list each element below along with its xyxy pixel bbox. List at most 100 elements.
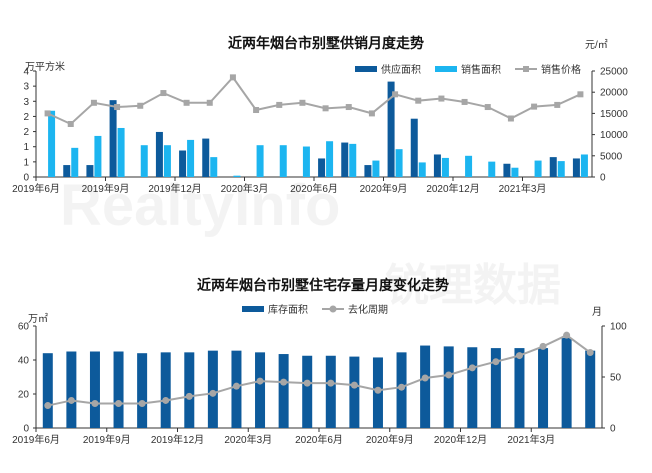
chart1-line-point (368, 110, 375, 117)
chart1-ytick-right: 0 (600, 173, 606, 184)
chart1-bar-a (410, 118, 418, 177)
chart2-bar-a (255, 352, 266, 428)
chart1-bar-a (433, 154, 441, 177)
chart1-line-point (554, 101, 561, 108)
chart2-line-point (398, 383, 406, 391)
chart2-title: 近两年烟台市别墅住宅存量月度变化走势 (197, 277, 449, 293)
chart1-bar-a (155, 131, 163, 177)
chart2-ytick-left: 40 (18, 356, 30, 367)
chart2-line-point (67, 396, 75, 404)
chart1-bar-a (109, 100, 117, 177)
chart1-ytick-right: 10000 (600, 130, 628, 141)
chart1-line-point (137, 102, 144, 109)
chart2-line-point (138, 400, 146, 408)
chart2-legend-label: 库存面积 (268, 303, 308, 316)
chart1-line-point (392, 91, 399, 98)
chart1-ytick-left: 1 (23, 157, 29, 168)
chart2-bar-a (89, 351, 100, 428)
chart1-legend-label: 销售面积 (461, 63, 501, 76)
chart1-line-point (253, 107, 260, 114)
chart1-bar-b (233, 175, 241, 177)
chart2-xtick-label: 2021年3月 (507, 433, 555, 446)
chart1-line-point (90, 99, 97, 106)
chart2-line-point (350, 381, 358, 389)
chart1-bar-b (372, 160, 380, 177)
chart2-xtick-label: 2020年3月 (224, 433, 272, 446)
chart1-bar-b (187, 139, 195, 177)
chart1-line-point (67, 121, 74, 127)
chart1-bar-b (48, 110, 56, 177)
chart2-xtick-label: 2020年12月 (434, 433, 487, 446)
chart1-xtick-label: 2020年9月 (360, 182, 408, 195)
chart1-bar-a (503, 163, 511, 177)
chart2-ytick-left: 60 (18, 322, 30, 333)
chart1-title: 近两年烟台市别墅供销月度走势 (228, 35, 424, 51)
chart2-bar-a (538, 348, 549, 428)
chart1-line-point (461, 98, 468, 105)
chart2-ytick-right: 100 (610, 322, 627, 333)
chart1-line-point (299, 99, 306, 106)
chart2-ytick-left: 0 (23, 424, 29, 435)
chart2-line-point (162, 396, 170, 404)
chart1-right-unit: 元/㎡ (585, 39, 608, 51)
chart2-xtick-label: 2019年12月 (151, 433, 204, 446)
chart1-xtick-label: 2020年12月 (426, 182, 479, 195)
chart2-ytick-right: 50 (610, 373, 622, 384)
chart1-bar-b (163, 145, 171, 177)
chart2-line-point (209, 389, 217, 397)
chart1-bar-b (395, 149, 403, 177)
chart2-xtick-label: 2019年9月 (83, 433, 131, 446)
chart1-bar-b (418, 162, 426, 177)
chart1-legend-marker (523, 66, 529, 72)
chart1-bar-b (465, 155, 473, 177)
chart1-ytick-left: 0 (23, 173, 29, 184)
chart2-line-point (115, 400, 123, 408)
chart2-ytick-left: 20 (18, 390, 30, 401)
chart2-line-point (91, 400, 99, 408)
chart1-line-point (229, 74, 236, 81)
chart1-bar-b (210, 157, 218, 177)
chart2-plot: 0 20 40 60 0 50 100 2019年6月 2019年9月 2019年12月 2020年… (12, 303, 627, 446)
chart1-bar-b (256, 145, 264, 177)
chart2-line-point (468, 364, 476, 372)
chart2-legend-swatch (242, 306, 264, 312)
chart1-xtick-label: 2019年12月 (148, 182, 201, 195)
chart1-bar-b (557, 161, 565, 177)
chart1-bar-b (140, 145, 148, 177)
chart1-line-point (160, 90, 167, 97)
chart2-legend-marker (329, 305, 337, 313)
chart1-bar-b (511, 167, 519, 177)
chart2-bar-a (42, 353, 53, 428)
chart2-line-point (515, 352, 523, 360)
chart2-bar-a (349, 356, 360, 428)
chart1-line-point (438, 95, 445, 102)
chart1-bar-a (86, 165, 94, 177)
chart1-ytick-left: 1 (23, 142, 29, 153)
chart1-line-point (276, 101, 283, 108)
chart1-bar-b (326, 141, 334, 177)
chart1-line-point (507, 115, 514, 122)
chart1-ytick-right: 25000 (600, 67, 628, 78)
chart2-line (47, 334, 591, 407)
chart1-line-point (206, 99, 213, 106)
chart2-bar-a (184, 352, 195, 428)
chart1-line-point (322, 105, 329, 112)
chart2-bar-a (113, 351, 124, 428)
chart1-bar-b (279, 145, 287, 177)
chart1-legend-swatch (355, 66, 377, 72)
chart2-bar-a (420, 345, 431, 428)
chart2-legend-label: 去化周期 (348, 303, 388, 316)
chart1-ytick-right: 15000 (600, 109, 628, 120)
chart2-line-point (374, 386, 382, 394)
chart1-ytick-left: 4 (23, 67, 29, 78)
chart1-plot: 0 1 1 2 2 3 3 4 0 5000 10000 15000 20000 25000 2019年6月… (12, 63, 628, 195)
chart1-bar-a (179, 150, 187, 177)
chart1-bar-b (94, 135, 102, 177)
chart1-bar-a (63, 165, 71, 177)
chart2-bar-a (207, 350, 218, 428)
chart1-bar-a (341, 142, 349, 177)
chart2-bar-a (302, 355, 313, 428)
chart2-line-point (539, 342, 547, 350)
chart2-bar-a (561, 337, 572, 428)
chart2-line-point (232, 382, 240, 390)
